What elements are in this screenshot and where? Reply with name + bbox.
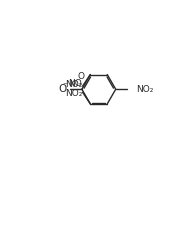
Text: NO₂: NO₂: [136, 85, 153, 94]
Text: NO₂: NO₂: [65, 80, 82, 89]
Text: O: O: [78, 72, 85, 81]
Text: ⁻: ⁻: [62, 81, 67, 91]
Text: NO: NO: [68, 78, 82, 87]
Text: O: O: [58, 84, 66, 94]
Text: NO₂: NO₂: [65, 89, 82, 98]
